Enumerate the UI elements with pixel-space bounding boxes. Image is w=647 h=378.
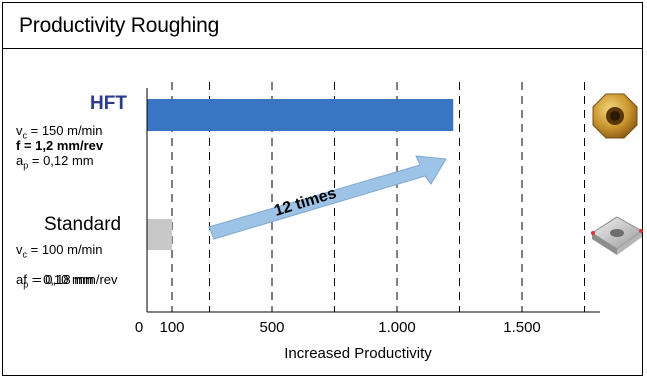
vc-subscript: c <box>22 130 28 141</box>
standard-ap-line: ap = 0,10 mm <box>16 272 94 293</box>
x-tick-label: 100 <box>159 319 185 336</box>
x-tick-label: 0 <box>134 319 144 336</box>
page-title: Productivity Roughing <box>19 14 220 37</box>
hft-vc-line: vc = 150 m/min <box>16 123 103 144</box>
f-symbol: f <box>16 138 21 153</box>
vc-symbol: v <box>16 123 23 138</box>
f-symbol: f <box>23 272 27 287</box>
standard-f-line: f = 0,18 mm/rev <box>16 257 118 287</box>
growth-arrow: 12 times <box>208 155 447 240</box>
hft-ap-value: = 0,12 mm <box>28 153 94 168</box>
bar-hft <box>147 99 454 131</box>
vc-subscript: c <box>22 249 28 260</box>
x-tick-label: 1.500 <box>503 319 541 336</box>
bar-layer <box>147 99 454 250</box>
title-bar: Productivity Roughing <box>3 3 642 49</box>
standard-ap-value: = 0,10 mm <box>28 272 94 287</box>
ap-subscript: p <box>23 279 29 290</box>
hft-f-value: = 1,2 mm/rev <box>20 138 104 153</box>
octagonal-insert-icon <box>592 93 638 139</box>
hft-f-line: f = 1,2 mm/rev <box>16 138 103 153</box>
hft-label: HFT <box>90 93 127 114</box>
square-insert-icon <box>591 216 643 255</box>
bar-standard <box>147 219 172 250</box>
arrow-shape <box>208 155 447 240</box>
x-axis-title: Increased Productivity <box>284 345 432 362</box>
ap-symbol: a <box>16 272 24 287</box>
x-tick-label: 500 <box>259 319 285 336</box>
hft-vc-value: = 150 m/min <box>27 123 103 138</box>
standard-vc-value: = 100 m/min <box>27 242 103 257</box>
standard-label: Standard <box>44 214 122 235</box>
standard-vc-line: vc = 100 m/min <box>16 242 103 263</box>
ap-symbol: a <box>16 153 24 168</box>
ap-subscript: p <box>23 160 29 171</box>
standard-f-value: = 0,18 mm/rev <box>26 272 118 287</box>
x-tick-label: 1.000 <box>378 319 416 336</box>
arrow-label: 12 times <box>272 185 338 220</box>
vc-symbol: v <box>16 242 23 257</box>
hft-ap-line: ap = 0,12 mm <box>16 153 94 174</box>
